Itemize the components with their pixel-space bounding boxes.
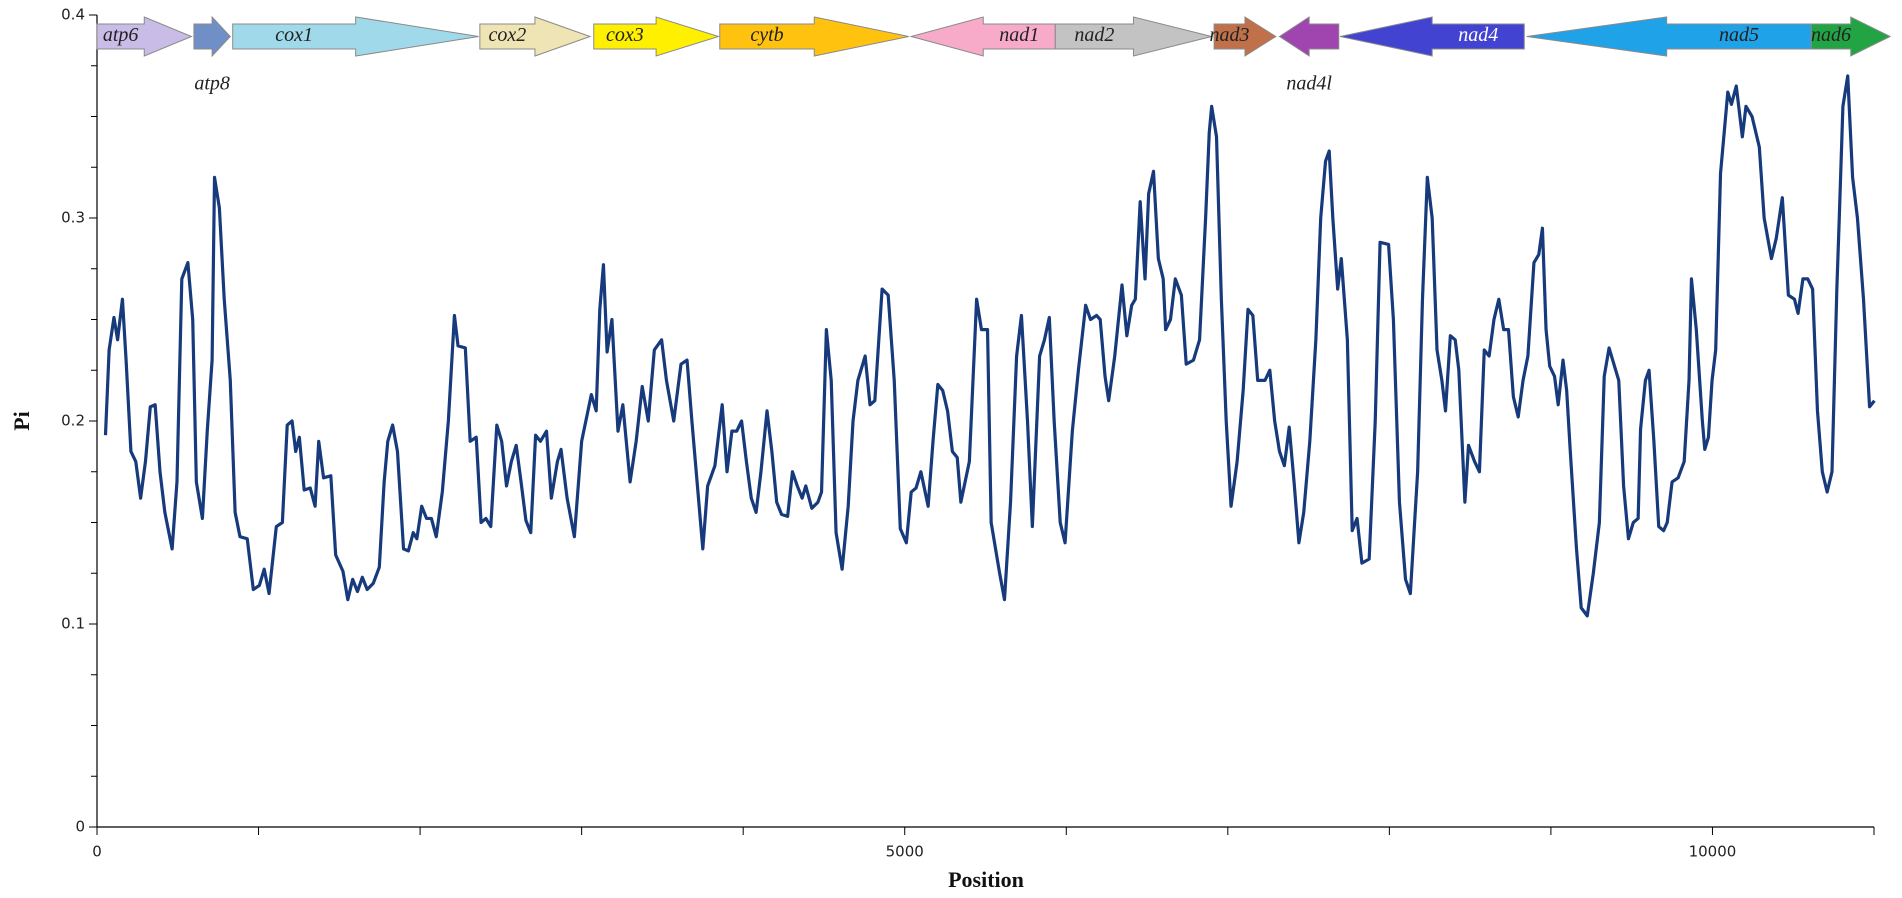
y-axis-title: Pi [9,411,34,431]
data-line [103,74,1876,618]
y-tick-label: 0.2 [61,412,85,430]
y-tick-label: 0 [75,818,85,836]
gene-arrow [719,16,909,57]
gene-label: atp8 [194,73,230,95]
gene-label: atp6 [103,24,139,46]
x-axis-title: Position [948,867,1024,892]
gene-arrow [909,16,1056,57]
gene-label: nad4l [1286,73,1332,95]
x-tick-label: 10000 [1689,843,1737,861]
gene-arrow [593,16,721,57]
gene-arrow [96,16,193,57]
gene-arrow [193,15,231,58]
x-tick-label: 5000 [886,843,924,861]
gene-label: cox3 [606,24,644,46]
gene-label: nad3 [1210,24,1250,46]
gene-arrow [1526,16,1812,57]
gene-arrow [479,16,592,57]
gene-label: nad1 [999,24,1039,46]
gene-arrow [1339,16,1525,57]
y-tick-label: 0.1 [61,615,85,633]
gene-arrow [232,16,479,57]
gene-arrow [1278,16,1340,57]
gene-label: nad5 [1719,24,1759,46]
gene-arrow [1213,16,1277,57]
gene-label: nad2 [1074,24,1114,46]
gene-label: nad4 [1458,24,1498,46]
gene-label: nad6 [1811,24,1851,46]
gene-arrow [1810,16,1892,57]
gene-label: cox1 [275,24,313,46]
y-tick-label: 0.4 [61,6,85,24]
x-tick-label: 0 [92,843,102,861]
y-tick-label: 0.3 [61,209,85,227]
gene-label: cox2 [489,24,527,46]
gene-label: cytb [750,24,783,46]
gene-arrow [1054,16,1212,57]
